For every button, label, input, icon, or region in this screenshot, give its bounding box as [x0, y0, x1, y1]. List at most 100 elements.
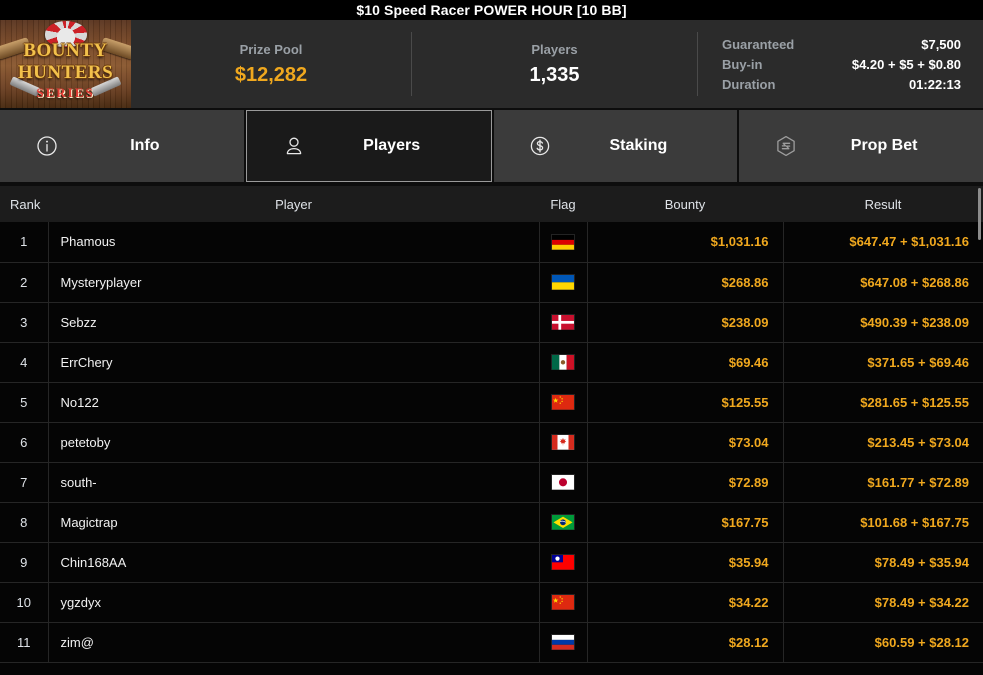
players-label: Players: [531, 41, 578, 57]
cell-bounty: $1,031.16: [587, 222, 784, 263]
cell-bounty: $268.86: [587, 262, 784, 303]
cell-bounty: $125.55: [587, 382, 784, 423]
cell-result: $161.77 + $72.89: [783, 462, 983, 503]
prize-pool-label: Prize Pool: [239, 41, 303, 57]
cell-flag: [539, 502, 588, 543]
table-header: Rank Player Flag Bounty Result: [0, 186, 983, 222]
column-header-result[interactable]: Result: [783, 186, 983, 222]
tournament-details: Guaranteed $7,500 Buy-in $4.20 + $5 + $0…: [698, 37, 983, 92]
cell-flag: [539, 422, 588, 463]
column-header-bounty[interactable]: Bounty: [587, 186, 783, 222]
prize-pool-stat: Prize Pool $12,282: [131, 42, 411, 87]
tab-players[interactable]: Players: [245, 110, 492, 182]
table-header-row: Rank Player Flag Bounty Result: [0, 186, 983, 222]
cell-flag: [539, 582, 588, 623]
table-row[interactable]: 5 No122 $125.55 $281.65 + $125.55: [0, 382, 983, 423]
cell-flag: [539, 302, 588, 343]
germany-flag-icon: [551, 234, 575, 251]
tab-prop-bet-label: Prop Bet: [850, 137, 918, 154]
table-row[interactable]: 7 south- $72.89 $161.77 + $72.89: [0, 462, 983, 503]
cell-rank: 5: [0, 382, 49, 423]
stat-divider-2: [697, 32, 698, 96]
tab-prop-bet[interactable]: Prop Bet: [739, 110, 983, 182]
stat-divider-1: [411, 32, 412, 96]
cell-flag: [539, 542, 588, 583]
cell-result: $371.65 + $69.46: [783, 342, 983, 383]
cell-bounty: $73.04: [587, 422, 784, 463]
table-row[interactable]: 10 ygzdyx $34.22 $78.49 + $34.22: [0, 582, 983, 623]
cell-player-name[interactable]: No122: [48, 382, 540, 423]
tab-info[interactable]: Info: [0, 110, 244, 182]
column-header-player[interactable]: Player: [48, 186, 539, 222]
table-row[interactable]: 8 Magictrap $167.75 $101.68 + $167.75: [0, 502, 983, 543]
hexagon-swap-icon: [763, 134, 809, 158]
china-flag-icon: [551, 594, 575, 611]
table-row[interactable]: 6 petetoby $73.04 $213.45 + $73.04: [0, 422, 983, 463]
detail-row-guaranteed: Guaranteed $7,500: [722, 37, 961, 52]
duration-value: 01:22:13: [908, 76, 961, 92]
logo-line-1: BOUNTY: [23, 40, 108, 61]
denmark-flag-icon: [551, 314, 575, 331]
cell-rank: 9: [0, 542, 49, 583]
brazil-flag-icon: [551, 514, 575, 531]
cell-result: $490.39 + $238.09: [783, 302, 983, 343]
table-row[interactable]: 9 Chin168AA $35.94 $78.49 + $35.94: [0, 542, 983, 583]
cell-rank: 11: [0, 622, 49, 663]
table-row[interactable]: 3 Sebzz $238.09 $490.39 + $238.09: [0, 302, 983, 343]
window-title-bar: $10 Speed Racer POWER HOUR [10 BB]: [0, 0, 983, 20]
tab-staking[interactable]: Staking: [493, 110, 738, 182]
cell-player-name[interactable]: Chin168AA: [48, 542, 540, 583]
cell-bounty: $69.46: [587, 342, 784, 383]
detail-row-duration: Duration 01:22:13: [722, 77, 961, 92]
players-stat: Players 1,335: [412, 42, 697, 87]
cell-player-name[interactable]: petetoby: [48, 422, 540, 463]
cell-result: $647.47 + $1,031.16: [783, 222, 983, 263]
cell-player-name[interactable]: Sebzz: [48, 302, 540, 343]
table-row[interactable]: 2 Mysteryplayer $268.86 $647.08 + $268.86: [0, 262, 983, 303]
table-row[interactable]: 11 zim@ $28.12 $60.59 + $28.12: [0, 622, 983, 663]
detail-row-buyin: Buy-in $4.20 + $5 + $0.80: [722, 57, 961, 72]
cell-player-name[interactable]: Magictrap: [48, 502, 540, 543]
cell-bounty: $28.12: [587, 622, 784, 663]
dollar-circle-icon: [517, 135, 563, 157]
table-scrollbar[interactable]: [975, 186, 983, 675]
cell-bounty: $35.94: [587, 542, 784, 583]
taiwan-flag-icon: [551, 554, 575, 571]
cell-player-name[interactable]: ygzdyx: [48, 582, 540, 623]
cell-rank: 10: [0, 582, 49, 623]
info-circle-icon: [24, 135, 70, 157]
cell-bounty: $72.89: [587, 462, 784, 503]
cell-rank: 2: [0, 262, 49, 303]
cell-result: $60.59 + $28.12: [783, 622, 983, 663]
cell-result: $78.49 + $35.94: [783, 542, 983, 583]
cell-rank: 6: [0, 422, 49, 463]
buyin-value: $4.20 + $5 + $0.80: [851, 56, 961, 72]
logo-line-3: SERIES: [36, 85, 95, 100]
column-header-flag[interactable]: Flag: [539, 186, 587, 222]
cell-result: $647.08 + $268.86: [783, 262, 983, 303]
table-row[interactable]: 1 Phamous $1,031.16 $647.47 + $1,031.16: [0, 222, 983, 263]
cell-player-name[interactable]: south-: [48, 462, 540, 503]
table-body: 1 Phamous $1,031.16 $647.47 + $1,031.16 2 Mys…: [0, 222, 983, 663]
cell-flag: [539, 222, 588, 263]
cell-flag: [539, 262, 588, 303]
column-header-rank[interactable]: Rank: [0, 186, 48, 222]
guaranteed-value: $7,500: [921, 36, 961, 52]
cell-player-name[interactable]: zim@: [48, 622, 540, 663]
scrollbar-thumb[interactable]: [978, 188, 981, 240]
duration-label: Duration: [722, 76, 776, 92]
cell-rank: 3: [0, 302, 49, 343]
players-value: 1,335: [529, 63, 580, 86]
cell-bounty: $238.09: [587, 302, 784, 343]
cell-rank: 1: [0, 222, 49, 263]
cell-rank: 4: [0, 342, 49, 383]
tournament-title: $10 Speed Racer POWER HOUR [10 BB]: [356, 2, 627, 18]
cell-player-name[interactable]: Phamous: [48, 222, 540, 263]
cell-player-name[interactable]: Mysteryplayer: [48, 262, 540, 303]
cell-flag: [539, 382, 588, 423]
cell-player-name[interactable]: ErrChery: [48, 342, 540, 383]
person-icon: [271, 135, 317, 157]
cell-flag: [539, 462, 588, 503]
logo-line-2: HUNTERS: [17, 62, 114, 83]
table-row[interactable]: 4 ErrChery $69.46 $371.65 + $69.46: [0, 342, 983, 383]
